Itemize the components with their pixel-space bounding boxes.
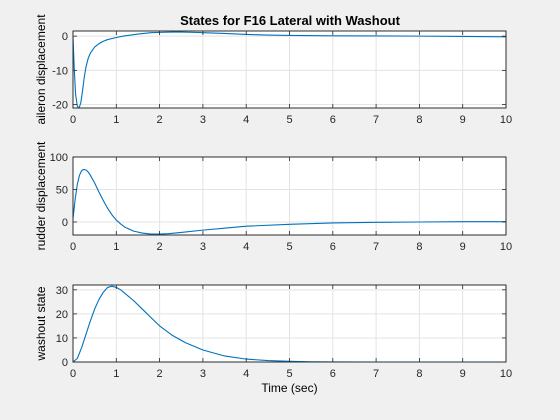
- x-tick-label: 1: [113, 114, 119, 126]
- x-tick-label: 10: [500, 114, 512, 126]
- x-tick-label: 8: [416, 241, 422, 253]
- x-tick-label: 5: [286, 241, 292, 253]
- x-tick-label: 8: [416, 368, 422, 380]
- y-tick-label: 10: [56, 333, 68, 345]
- series-line: [72, 31, 507, 109]
- x-tick-label: 6: [330, 114, 336, 126]
- y-axis-label: washout state: [34, 286, 48, 361]
- x-tick-label: 9: [460, 114, 466, 126]
- x-tick-label: 2: [157, 114, 163, 126]
- y-tick-label: 100: [50, 152, 68, 164]
- x-tick-label: 3: [200, 114, 206, 126]
- y-axis-label: aileron displacement: [34, 14, 48, 125]
- y-tick-label: 0: [62, 217, 68, 229]
- x-axis-label: Time (sec): [261, 381, 317, 395]
- x-tick-label: 4: [243, 368, 249, 380]
- subplot-1: 0 1 2 3 4 5 6 7 8 9 10 -20 -10 0 aileron displacement: [34, 14, 512, 126]
- x-tick-label: 0: [70, 368, 76, 380]
- x-tick-label: 10: [500, 241, 512, 253]
- y-tick-label: 0: [62, 357, 68, 369]
- x-tick-label: 1: [113, 368, 119, 380]
- y-tick-label: 20: [56, 309, 68, 321]
- y-tick-label: -10: [52, 65, 68, 77]
- x-tick-label: 7: [373, 368, 379, 380]
- y-axis-label: rudder displacement: [34, 141, 48, 250]
- x-tick-label: 0: [70, 114, 76, 126]
- x-tick-label: 6: [330, 241, 336, 253]
- y-tick-label: 0: [62, 31, 68, 43]
- x-tick-label: 7: [373, 241, 379, 253]
- figure-title: States for F16 Lateral with Washout: [180, 13, 401, 28]
- series-line: [72, 168, 506, 235]
- x-tick-label: 1: [113, 241, 119, 253]
- y-tick-label: -20: [52, 100, 68, 112]
- x-tick-label: 3: [200, 241, 206, 253]
- x-tick-label: 3: [200, 368, 206, 380]
- x-tick-label: 2: [157, 241, 163, 253]
- x-tick-label: 7: [373, 114, 379, 126]
- x-tick-label: 9: [460, 241, 466, 253]
- x-tick-label: 4: [243, 241, 249, 253]
- x-tick-label: 9: [460, 368, 466, 380]
- x-tick-label: 2: [157, 368, 163, 380]
- subplot-3: 0 1 2 3 4 5 6 7 8 9 10 0 10 20 30 washout state Time (se…: [34, 284, 512, 395]
- x-tick-label: 8: [416, 114, 422, 126]
- x-tick-label: 10: [500, 368, 512, 380]
- x-tick-label: 5: [286, 114, 292, 126]
- x-tick-label: 4: [243, 114, 249, 126]
- x-tick-label: 5: [286, 368, 292, 380]
- x-tick-label: 0: [70, 241, 76, 253]
- y-tick-label: 50: [56, 185, 68, 197]
- x-tick-label: 6: [330, 368, 336, 380]
- y-tick-label: 30: [56, 285, 68, 297]
